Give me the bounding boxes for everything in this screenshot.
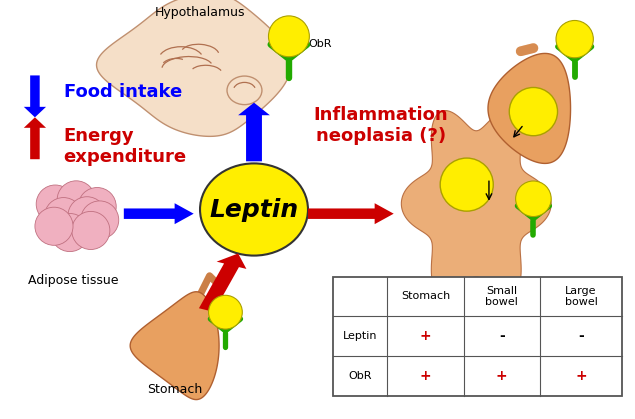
Text: Inflammation
neoplasia (?): Inflammation neoplasia (?) [314, 106, 448, 145]
Text: ObR: ObR [349, 371, 372, 381]
FancyArrow shape [308, 203, 394, 224]
Ellipse shape [227, 76, 262, 105]
Text: Stomach: Stomach [401, 292, 450, 301]
Text: Food intake: Food intake [64, 83, 182, 101]
Text: Leptin: Leptin [343, 331, 378, 341]
Text: Energy
expenditure: Energy expenditure [64, 127, 187, 166]
Ellipse shape [68, 197, 106, 235]
Text: +: + [420, 329, 431, 343]
Polygon shape [488, 53, 570, 163]
Text: -: - [498, 329, 505, 343]
Text: -: - [578, 329, 584, 343]
Ellipse shape [556, 21, 593, 58]
Ellipse shape [81, 201, 119, 239]
FancyArrow shape [199, 253, 246, 312]
FancyBboxPatch shape [333, 277, 622, 396]
Ellipse shape [78, 188, 116, 225]
Text: ObR: ObR [308, 39, 331, 49]
Text: Large
bowel: Large bowel [565, 286, 598, 307]
Ellipse shape [208, 295, 243, 329]
Text: Stomach: Stomach [147, 383, 203, 396]
Text: +: + [496, 369, 507, 383]
Ellipse shape [44, 198, 83, 235]
Text: Leptin: Leptin [210, 197, 298, 222]
Ellipse shape [35, 207, 73, 245]
FancyArrow shape [124, 203, 194, 224]
Polygon shape [97, 0, 291, 136]
Text: +: + [575, 369, 587, 383]
Ellipse shape [509, 88, 558, 136]
Ellipse shape [200, 163, 308, 256]
Text: Bowels: Bowels [451, 287, 495, 300]
Ellipse shape [440, 158, 493, 211]
FancyArrow shape [24, 117, 46, 159]
Ellipse shape [269, 16, 309, 57]
Text: Hypothalamus: Hypothalamus [155, 6, 245, 19]
Ellipse shape [57, 181, 95, 219]
FancyArrow shape [238, 103, 270, 161]
Ellipse shape [36, 185, 74, 223]
Ellipse shape [516, 181, 551, 217]
Ellipse shape [51, 214, 89, 251]
Text: +: + [420, 369, 431, 383]
Polygon shape [401, 111, 551, 297]
Ellipse shape [72, 212, 110, 249]
Polygon shape [130, 292, 219, 400]
Text: Adipose tissue: Adipose tissue [28, 274, 118, 287]
FancyArrow shape [24, 75, 46, 117]
Text: Small
bowel: Small bowel [485, 286, 518, 307]
